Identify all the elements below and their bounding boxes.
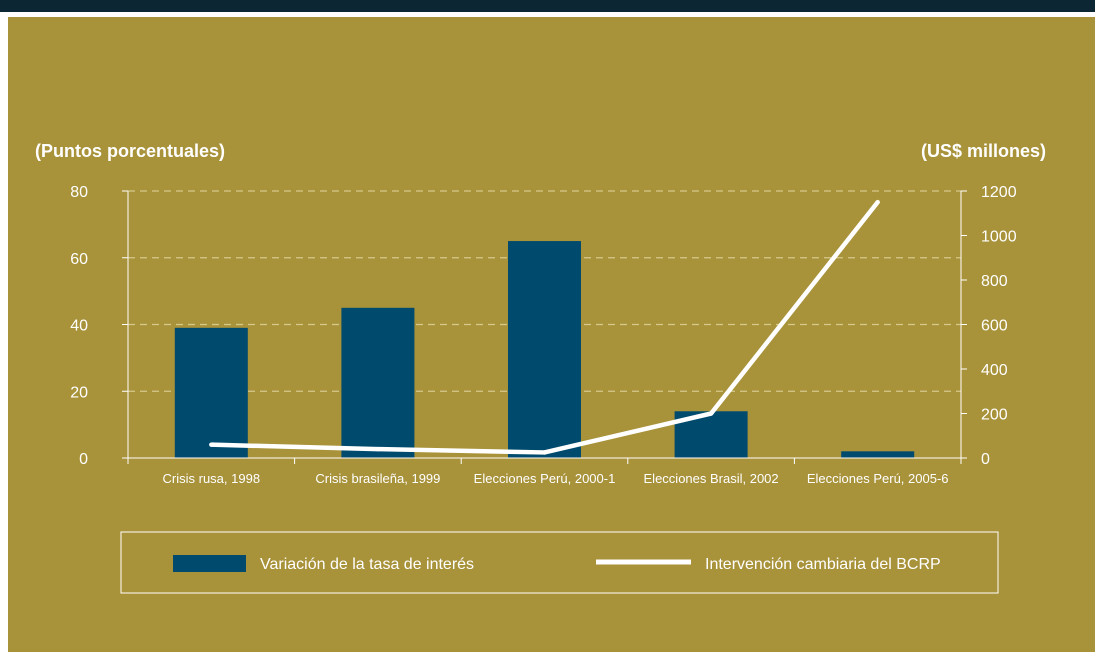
right-tick-label: 1000 [981,229,1017,246]
category-labels: Crisis rusa, 1998 Crisis brasileña, 1999 E… [163,471,949,486]
left-tick-label: 60 [70,251,88,268]
category-label: Elecciones Perú, 2000-1 [474,471,616,486]
category-label: Crisis rusa, 1998 [163,471,261,486]
line-point [209,442,214,447]
bar [174,327,248,458]
right-tick-label: 200 [981,407,1008,424]
right-tick-label: 1200 [981,184,1017,201]
category-label: Elecciones Brasil, 2002 [644,471,779,486]
bar [508,241,581,458]
category-label: Crisis brasileña, 1999 [315,471,440,486]
left-axis-ticks: 0 20 40 60 80 [70,184,128,468]
line-series [209,199,880,455]
chart: (Puntos porcentuales) (US$ millones) 0 20… [8,17,1095,652]
bar [341,307,415,458]
legend-bar-label: Variación de la tasa de interés [260,556,474,573]
axes [127,191,962,464]
right-axis-ticks: 0 200 400 600 800 1000 1200 [961,184,1017,468]
left-tick-label: 20 [70,384,88,401]
header-bar [0,0,1095,12]
legend-bar-swatch [173,555,246,572]
category-label: Elecciones Perú, 2005-6 [807,471,949,486]
left-tick-label: 40 [70,318,88,335]
chart-panel: (Puntos porcentuales) (US$ millones) 0 20… [8,17,1095,652]
right-tick-label: 0 [981,451,990,468]
line-point [542,450,547,455]
left-tick-label: 0 [79,451,88,468]
grid [128,190,961,392]
line-point [875,199,880,205]
legend: Variación de la tasa de interés Interven… [120,531,999,594]
line-point [708,411,714,416]
left-axis-title: (Puntos porcentuales) [35,141,225,161]
right-tick-label: 600 [981,318,1008,335]
right-tick-label: 400 [981,362,1008,379]
left-tick-label: 80 [70,184,88,201]
bar [841,451,915,458]
right-tick-label: 800 [981,273,1008,290]
legend-line-label: Intervención cambiaria del BCRP [705,556,941,573]
legend-box [120,531,999,594]
line-point [375,446,381,452]
right-axis-title: (US$ millones) [921,141,1046,161]
